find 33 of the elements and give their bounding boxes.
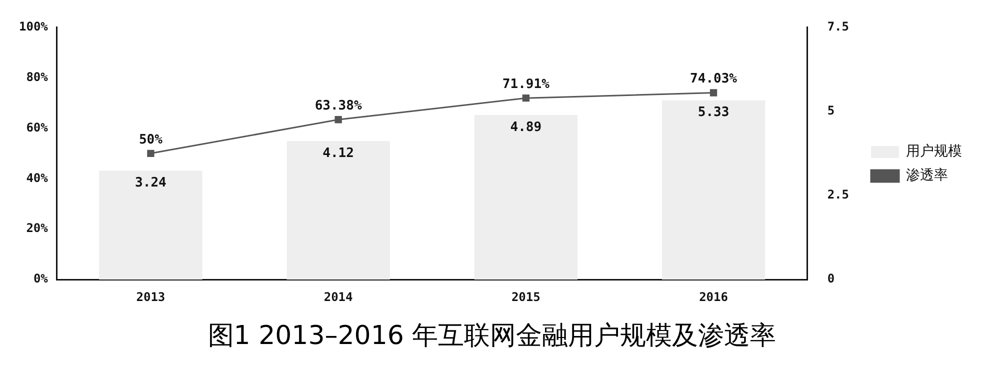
legend-label: 渗透率 (906, 168, 948, 184)
bar (286, 140, 390, 280)
bar (474, 115, 578, 280)
x-tick-label: 2016 (699, 290, 728, 304)
data-label: 63.38% (314, 98, 362, 114)
y-tick-label: 100% (18, 19, 49, 34)
text: 图1 2013–2016 年互联网金融用户规模及渗透率 (206, 320, 778, 353)
data-label: 5.33 (698, 105, 730, 120)
y2-tick-label: 2.5 (827, 188, 850, 202)
data-label: 4.89 (510, 120, 542, 135)
x-tick-label: 2014 (324, 290, 353, 304)
data-label: 4.12 (322, 146, 354, 161)
data-label: 3.24 (135, 175, 167, 190)
data-label: 74.03% (690, 72, 738, 87)
x-tick-label: 2015 (511, 290, 540, 304)
y-tick-label: 60% (26, 120, 49, 134)
y2-tick-label: 0 (827, 272, 835, 286)
bar (99, 170, 202, 280)
y2-tick-label: 7.5 (827, 19, 850, 34)
data-label: 50% (138, 132, 163, 148)
point (710, 89, 718, 96)
y2-tick-label: 5 (827, 103, 835, 118)
y-tick-label: 40% (26, 170, 49, 185)
data-label: 71.91% (502, 76, 550, 92)
point (334, 116, 342, 124)
x-tick-label: 2013 (136, 290, 166, 304)
y-tick-label: 80% (26, 70, 49, 84)
legend-label: 用户规模 (906, 144, 962, 160)
y-tick-label: 20% (26, 221, 49, 236)
point (522, 94, 530, 102)
bar (662, 100, 766, 280)
y-tick-label: 0% (33, 272, 49, 286)
point (147, 150, 154, 157)
